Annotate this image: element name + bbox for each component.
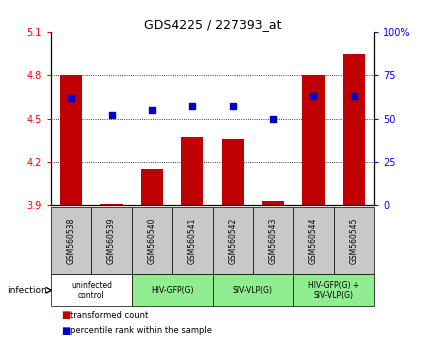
Bar	[343, 53, 365, 205]
Point	[229, 104, 236, 109]
Text: infection: infection	[7, 286, 47, 295]
Text: GSM560538: GSM560538	[67, 217, 76, 264]
Point	[269, 116, 276, 121]
Text: HIV-GFP(G) +
SIV-VLP(G): HIV-GFP(G) + SIV-VLP(G)	[308, 281, 359, 300]
Point	[108, 112, 115, 118]
Point	[189, 104, 196, 109]
Bar	[141, 169, 163, 205]
Bar	[262, 201, 284, 205]
Text: ■: ■	[61, 310, 71, 320]
Text: percentile rank within the sample: percentile rank within the sample	[70, 326, 212, 336]
Bar	[60, 75, 82, 205]
Bar	[181, 137, 204, 205]
Text: HIV-GFP(G): HIV-GFP(G)	[151, 286, 193, 295]
Text: transformed count: transformed count	[70, 310, 148, 320]
Text: GSM560540: GSM560540	[147, 217, 156, 264]
Text: GSM560539: GSM560539	[107, 217, 116, 264]
Bar	[302, 75, 325, 205]
Text: SIV-VLP(G): SIV-VLP(G)	[233, 286, 273, 295]
Point	[310, 93, 317, 99]
Text: GSM560541: GSM560541	[188, 217, 197, 264]
Point	[149, 107, 156, 113]
Point	[68, 95, 75, 101]
Text: GSM560545: GSM560545	[349, 217, 358, 264]
Point	[350, 93, 357, 99]
Text: GSM560543: GSM560543	[269, 217, 278, 264]
Text: ■: ■	[61, 326, 71, 336]
Title: GDS4225 / 227393_at: GDS4225 / 227393_at	[144, 18, 281, 31]
Text: GSM560542: GSM560542	[228, 217, 237, 264]
Bar	[100, 204, 123, 205]
Text: GSM560544: GSM560544	[309, 217, 318, 264]
Bar	[221, 139, 244, 205]
Text: uninfected
control: uninfected control	[71, 281, 112, 300]
